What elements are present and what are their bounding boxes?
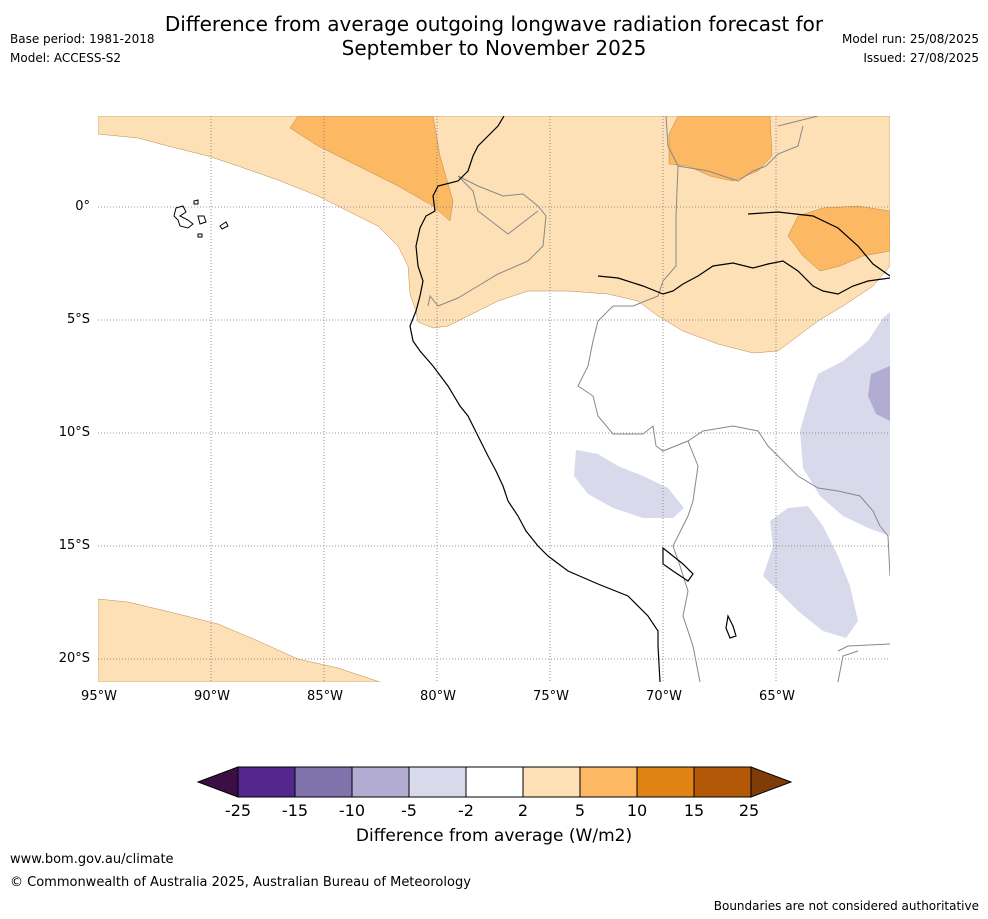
map-panel [98,116,890,682]
base-period: Base period: 1981-2018 [10,32,155,46]
model-name: Model: ACCESS-S2 [10,51,122,65]
anomaly-region-negative-3 [763,506,858,638]
anomaly-region-strong-1 [289,116,454,222]
colorbar-bin [636,766,695,798]
lon-label-90w: 90°W [194,689,230,704]
lon-label-65w: 65°W [759,689,795,704]
colorbar-bin [294,766,353,798]
anomaly-region-positive-southwest [98,598,381,682]
lat-label-15s: 15°S [58,538,90,553]
colorbar-arrow-low [196,766,239,798]
colorbar-bin [408,766,467,798]
anomaly-region-strong-3 [787,205,890,272]
lat-label-10s: 10°S [58,425,90,440]
colorbar-arrow-high [750,766,793,798]
country-borders [427,116,890,682]
colorbar-bin [465,766,524,798]
lon-label-80w: 80°W [420,689,456,704]
colorbar-tick: -15 [281,801,309,820]
anomaly-region-negative-1 [574,450,684,518]
colorbar-bin [351,766,410,798]
colorbar-tick: -25 [224,801,252,820]
lat-label-5s: 5°S [66,312,90,327]
model-run: Model run: 25/08/2025 [841,32,979,46]
coastline [409,116,890,682]
footer-url: www.bom.gov.au/climate [10,852,174,867]
title-line-1: Difference from average outgoing longwav… [164,12,824,36]
colorbar [196,766,793,798]
colorbar-tick: -2 [458,801,474,820]
colorbar-tick: -10 [338,801,366,820]
title-line-2: September to November 2025 [341,36,647,60]
lat-label-20s: 20°S [58,651,90,666]
lon-label-70w: 70°W [646,689,682,704]
colorbar-tick: 10 [626,801,648,820]
lat-label-0: 0° [75,199,90,214]
colorbar-bin [237,766,296,798]
lon-label-95w: 95°W [81,689,117,704]
anomaly-region-positive-north [98,116,890,354]
colorbar-tick: 15 [683,801,705,820]
meta-right: Model run: 25/08/2025 Issued: 27/08/2025 [842,30,979,68]
colorbar-tick: -5 [401,801,417,820]
lon-label-85w: 85°W [307,689,343,704]
colorbar-tick: 2 [517,801,529,820]
gridlines [98,116,890,682]
colorbar-bin [522,766,581,798]
meta-left: Base period: 1981-2018 Model: ACCESS-S2 [10,30,155,68]
colorbar-label: Difference from average (W/m2) [355,826,633,846]
issued-date: Issued: 27/08/2025 [863,51,979,65]
anomaly-region-negative-2 [800,312,890,536]
colorbar-tick: 5 [574,801,586,820]
footer-note: Boundaries are not considered authoritat… [713,899,979,913]
anomaly-region-negative-moderate [868,366,890,421]
footer-copyright: © Commonwealth of Australia 2025, Austra… [10,875,471,890]
map-title: Difference from average outgoing longwav… [0,12,988,60]
lon-label-75w: 75°W [533,689,569,704]
galapagos-islands [173,199,229,238]
colorbar-tick: 25 [738,801,760,820]
colorbar-bin [693,766,752,798]
colorbar-bin [579,766,638,798]
